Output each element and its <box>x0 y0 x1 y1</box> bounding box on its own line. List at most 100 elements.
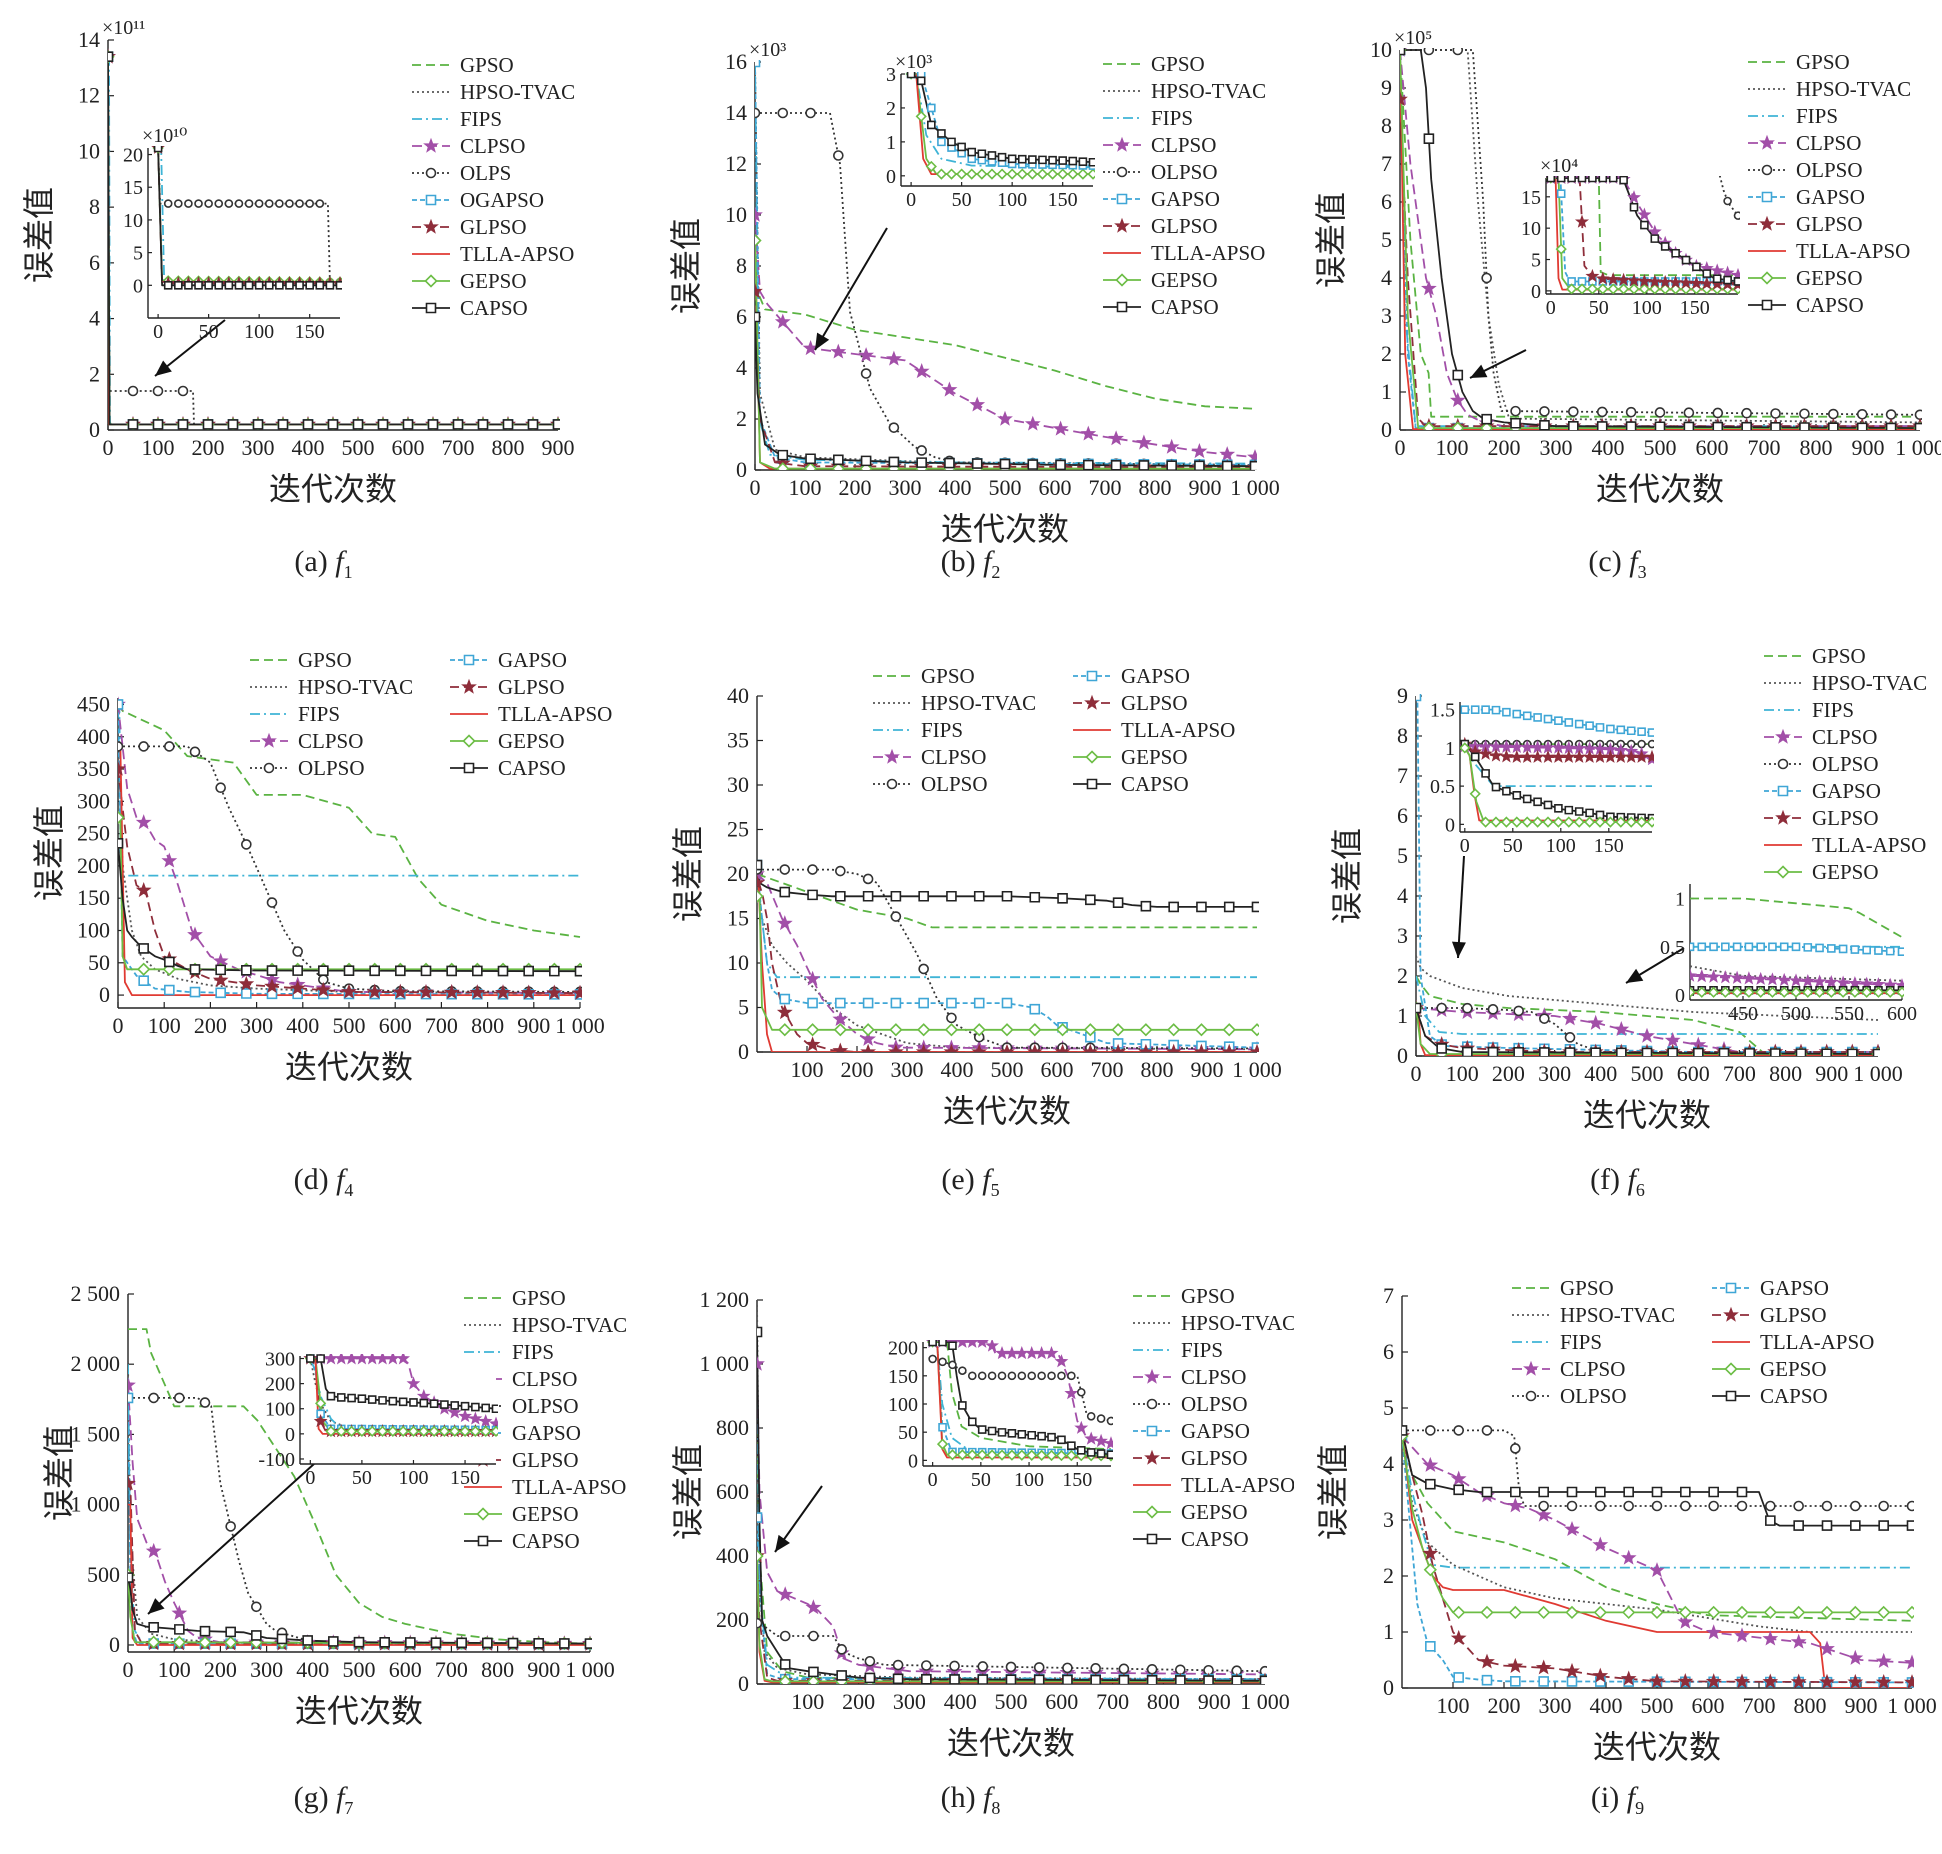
chart-f-inset-1-point-glpso <box>1489 748 1503 762</box>
chart-i-point-olpso <box>1765 1500 1776 1512</box>
chart-a-y-tick-label: 0 <box>89 417 100 442</box>
chart-g-point-clpso <box>171 1605 188 1620</box>
chart-c-legend-marker-olpso <box>1761 164 1773 176</box>
chart-f-point-capso <box>1667 1047 1678 1056</box>
chart-f-inset-2-point-clpso <box>1694 969 1709 983</box>
chart-h-inset-1-y-tick-label: 200 <box>888 1338 918 1360</box>
chart-i-point-clpso <box>1620 1549 1637 1565</box>
chart-b-inset-1-point-capso <box>916 76 926 86</box>
chart-b-point-gepso <box>776 462 790 470</box>
chart-g-inset-1-point-gepso <box>438 1425 451 1437</box>
chart-a-series-group <box>108 48 560 430</box>
chart-f-inset-1-point-capso <box>1585 808 1594 818</box>
chart-b-legend-marker-gapso <box>1116 193 1128 205</box>
chart-d-point-clpso <box>135 814 152 830</box>
chart-f-inset-1-point-gepso <box>1500 816 1513 828</box>
chart-i-x-tick-label: 1 000 <box>1887 1693 1937 1718</box>
chart-d-point-olpso <box>164 741 175 752</box>
chart-d-x-tick-label: 900 <box>517 1013 550 1038</box>
chart-b-legend-marker-clpso <box>1114 136 1130 152</box>
chart-e-point-olpso <box>779 864 791 875</box>
chart-f-inset-1-point-gepso <box>1542 816 1554 828</box>
chart-i-point-gepso <box>1565 1605 1579 1620</box>
chart-h-legend-label-gepso: GEPSO <box>1181 1500 1248 1524</box>
chart-g-inset-1-point-capso <box>440 1400 449 1409</box>
chart-c-x-tick-label: 300 <box>1540 435 1573 460</box>
chart-e-point-gepso <box>1111 1023 1125 1037</box>
chart-e-y-tick-label: 20 <box>727 861 749 886</box>
chart-f-point-olpso <box>1564 1032 1576 1043</box>
chart-g-legend-label-hpso-tvac: HPSO-TVAC <box>512 1313 627 1337</box>
chart-h-x-tick-label: 700 <box>1096 1689 1129 1714</box>
chart-h-inset-1-y-tick-label: 150 <box>888 1366 918 1388</box>
chart-h-x-tick-label: 800 <box>1147 1689 1180 1714</box>
chart-d-series-glpso <box>118 768 581 994</box>
chart-g-inset-1-point-gepso <box>315 1397 327 1409</box>
chart-f-inset-1-point-gapso <box>1606 724 1615 734</box>
chart-a-x-tick-label: 200 <box>192 435 225 460</box>
chart-b-inset-1-point-capso <box>987 151 997 160</box>
chart-a-x-tick-label: 300 <box>242 435 275 460</box>
chart-a-x-tick-label: 900 <box>542 435 575 460</box>
chart-f-legend-label-gepso: GEPSO <box>1812 860 1879 884</box>
chart-c-point-gepso <box>1451 421 1465 430</box>
chart-g-point-capso <box>456 1637 467 1649</box>
chart-h-inset-1-point-clpso <box>955 1340 970 1348</box>
chart-h-inset-1-point-gepso <box>976 1449 988 1461</box>
chart-c-inset-1-point-capso <box>1733 277 1740 286</box>
chart-c-inset-1-point-gapso <box>1556 189 1566 198</box>
chart-g-inset-1-point-capso <box>409 1398 418 1407</box>
chart-g-x-tick-label: 0 <box>123 1657 134 1682</box>
chart-g-point-capso <box>584 1638 592 1649</box>
chart-d-point-glpso <box>135 881 152 898</box>
chart-d-series-capso <box>118 843 581 973</box>
chart-h-inset-1-point-olpso <box>1007 1371 1017 1381</box>
chart-panel-b: 0 100 200 300 400 500 600 700 800 900 1 000 0 2 4 6 8 10… <box>647 0 1294 618</box>
chart-f-inset-2-x-tick-label: 550 <box>1834 1003 1864 1025</box>
chart-h-point-clpso <box>757 1355 765 1371</box>
chart-h-inset-1-point-capso <box>1086 1448 1096 1457</box>
chart-g-inset-1-y-tick-label: -100 <box>258 1449 295 1471</box>
chart-f-legend-marker-clpso <box>1775 728 1791 744</box>
chart-g-point-gepso <box>172 1635 186 1649</box>
chart-b-inset-1-point-capso <box>927 120 936 130</box>
chart-h-inset-1-axes: 0 50 100 150 0 50 100 150 200 <box>888 1338 1111 1491</box>
chart-f-y-tick-label: 6 <box>1397 803 1408 828</box>
chart-f-inset-1-point-capso <box>1595 810 1605 820</box>
chart-b-point-capso <box>805 453 816 465</box>
chart-b-inset-1-point-gepso <box>976 168 988 180</box>
chart-b-inset-1-point-gepso <box>1026 168 1038 180</box>
chart-b-inset-1-y-tick-label: 0 <box>886 166 896 188</box>
chart-b-inset-1-point-capso <box>1068 156 1078 166</box>
chart-a-inset-1-point-capso <box>335 281 342 290</box>
chart-c-inset-1-point-gapso <box>1577 277 1587 286</box>
chart-a-point-capso <box>177 419 189 430</box>
chart-f-legend-marker-gepso <box>1776 865 1790 879</box>
chart-e-point-gapso <box>1029 1003 1041 1015</box>
chart-c-inset-1-point-capso <box>1671 248 1680 258</box>
chart-e-point-gepso <box>1083 1023 1097 1037</box>
chart-d-point-glpso <box>366 983 383 999</box>
chart-c-inset-1-point-gepso <box>1659 283 1671 294</box>
chart-g-point-capso <box>559 1638 570 1649</box>
chart-i-point-gepso <box>1763 1605 1777 1620</box>
chart-f-inset-1-point-gepso <box>1625 816 1637 828</box>
chart-f-inset-1-point-gapso <box>1595 723 1605 732</box>
chart-b-inset-1-point-gepso <box>966 168 978 180</box>
chart-a-point-capso <box>427 419 439 430</box>
chart-i-point-gepso <box>1707 1605 1721 1620</box>
chart-f-inset-1-point-gepso <box>1604 816 1617 828</box>
chart-g-inset-1-point-capso <box>347 1393 356 1403</box>
chart-b-legend-label-hpso-tvac: HPSO-TVAC <box>1151 79 1266 103</box>
chart-f-inset-2-point-gapso <box>1732 942 1742 952</box>
chart-c-point-gepso <box>1422 421 1436 430</box>
chart-e-point-olpso <box>862 873 874 885</box>
chart-i-point-olpso <box>1821 1500 1833 1512</box>
chart-c-inset-1-point-glpso <box>1616 272 1631 286</box>
chart-e-series-gpso <box>757 873 1257 929</box>
chart-a-y-tick-label: 10 <box>78 138 100 163</box>
chart-h-point-capso <box>836 1670 847 1681</box>
chart-h-inset-1-point-clpso <box>1074 1420 1089 1434</box>
chart-g-x-tick-label: 800 <box>481 1657 514 1682</box>
chart-i-axes: 100 200 300 400 500 600 700 800 900 1 000 0 1 2 3 4 5 6 7 <box>1383 1283 1937 1718</box>
